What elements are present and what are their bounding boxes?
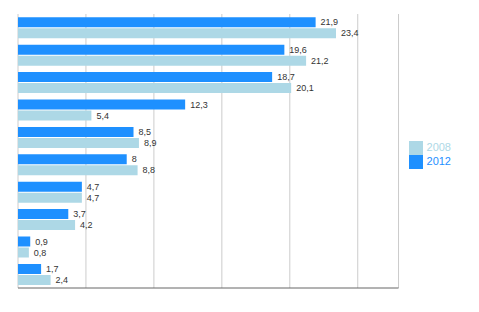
svg-text:2,4: 2,4 — [56, 275, 69, 285]
svg-text:8: 8 — [132, 154, 137, 164]
svg-text:23,4: 23,4 — [341, 28, 359, 38]
svg-text:5,4: 5,4 — [96, 111, 109, 121]
svg-text:20,1: 20,1 — [296, 83, 314, 93]
svg-text:8,9: 8,9 — [144, 138, 157, 148]
svg-text:4,7: 4,7 — [87, 182, 100, 192]
svg-text:0,8: 0,8 — [34, 248, 47, 258]
svg-text:19,6: 19,6 — [289, 45, 307, 55]
svg-text:8,8: 8,8 — [143, 165, 156, 175]
html-text:2008: 2008 — [426, 140, 451, 153]
svg-text:4,2: 4,2 — [80, 220, 93, 230]
html-text:2012: 2012 — [426, 155, 451, 167]
svg-text:4,7: 4,7 — [87, 193, 100, 203]
svg-text:21,9: 21,9 — [321, 17, 339, 27]
svg-text:0,9: 0,9 — [35, 237, 48, 247]
svg-text:1,7: 1,7 — [46, 264, 59, 274]
svg-text:8,5: 8,5 — [139, 127, 152, 137]
svg-text:18,7: 18,7 — [277, 72, 295, 82]
svg-text:21,2: 21,2 — [311, 56, 329, 66]
svg-text:12,3: 12,3 — [190, 100, 208, 110]
svg-text:3,7: 3,7 — [73, 209, 86, 219]
